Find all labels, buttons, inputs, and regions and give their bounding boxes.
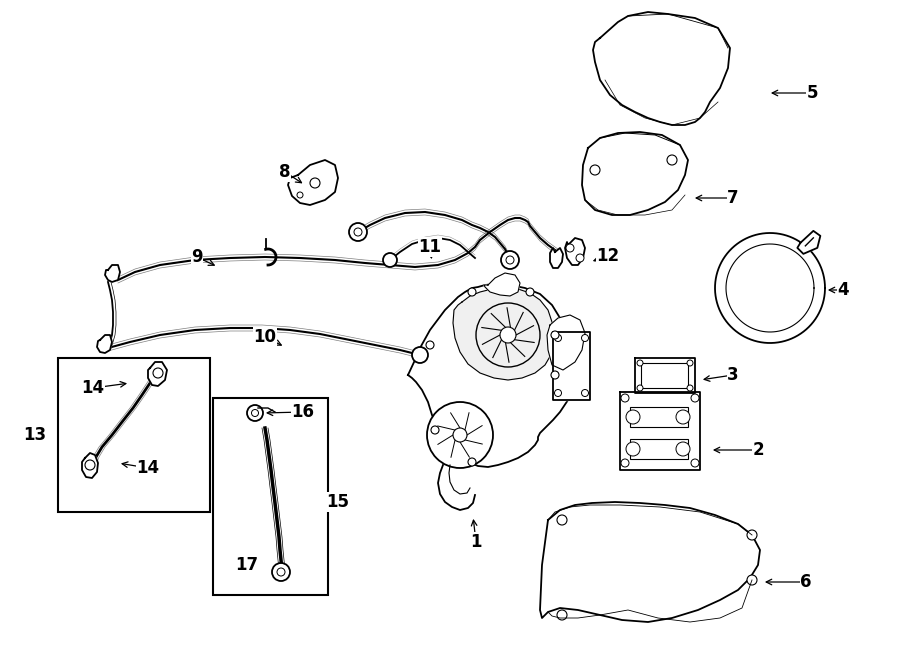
Circle shape: [272, 563, 290, 581]
Text: 3: 3: [727, 366, 739, 384]
Bar: [58, 358, 210, 512]
Circle shape: [626, 410, 640, 424]
Circle shape: [554, 389, 562, 397]
Circle shape: [426, 341, 434, 349]
Circle shape: [621, 459, 629, 467]
Polygon shape: [726, 244, 814, 332]
Circle shape: [590, 165, 600, 175]
Text: 5: 5: [806, 84, 818, 102]
Polygon shape: [553, 332, 590, 400]
Circle shape: [676, 410, 690, 424]
Circle shape: [500, 327, 516, 343]
Text: 10: 10: [254, 328, 276, 346]
Circle shape: [501, 251, 519, 269]
Polygon shape: [550, 248, 563, 268]
Circle shape: [453, 428, 467, 442]
Polygon shape: [565, 238, 585, 265]
Circle shape: [297, 192, 303, 198]
Circle shape: [687, 385, 693, 391]
Text: 14: 14: [81, 379, 104, 397]
Circle shape: [691, 394, 699, 402]
Text: 7: 7: [727, 189, 739, 207]
Text: 4: 4: [837, 281, 849, 299]
Circle shape: [581, 334, 589, 342]
Polygon shape: [635, 358, 695, 393]
Polygon shape: [582, 132, 688, 215]
Polygon shape: [97, 335, 112, 353]
Circle shape: [251, 410, 258, 416]
Circle shape: [687, 360, 693, 366]
Circle shape: [468, 458, 476, 466]
Circle shape: [427, 402, 493, 468]
Circle shape: [557, 610, 567, 620]
Polygon shape: [453, 288, 553, 380]
Text: 16: 16: [292, 403, 314, 421]
Polygon shape: [620, 392, 700, 470]
Circle shape: [581, 389, 589, 397]
Circle shape: [247, 405, 263, 421]
Bar: [641, 363, 688, 388]
Circle shape: [526, 288, 534, 296]
Polygon shape: [540, 502, 760, 622]
Bar: [630, 439, 688, 459]
Circle shape: [349, 223, 367, 241]
Circle shape: [747, 530, 757, 540]
Circle shape: [566, 244, 574, 252]
Circle shape: [277, 568, 285, 576]
Circle shape: [554, 334, 562, 342]
Circle shape: [551, 371, 559, 379]
Circle shape: [626, 442, 640, 456]
Bar: [630, 407, 688, 427]
Circle shape: [468, 288, 476, 296]
Text: 12: 12: [597, 247, 619, 265]
Text: 14: 14: [137, 459, 159, 477]
Circle shape: [383, 253, 397, 267]
Polygon shape: [408, 284, 575, 467]
Text: 6: 6: [800, 573, 812, 591]
Circle shape: [153, 368, 163, 378]
Circle shape: [576, 254, 584, 262]
Polygon shape: [593, 12, 730, 125]
Text: 9: 9: [191, 248, 202, 266]
Text: 13: 13: [23, 426, 47, 444]
Circle shape: [557, 515, 567, 525]
Text: 17: 17: [236, 556, 258, 574]
Polygon shape: [148, 362, 167, 386]
Circle shape: [551, 331, 559, 339]
Polygon shape: [715, 233, 825, 343]
Circle shape: [637, 360, 643, 366]
Text: 2: 2: [752, 441, 764, 459]
Circle shape: [506, 256, 514, 264]
Circle shape: [621, 394, 629, 402]
Circle shape: [85, 460, 95, 470]
Text: 15: 15: [327, 493, 349, 511]
Circle shape: [310, 178, 320, 188]
Polygon shape: [547, 315, 585, 370]
Polygon shape: [288, 160, 338, 205]
Circle shape: [637, 385, 643, 391]
Text: 11: 11: [418, 238, 442, 256]
Text: 1: 1: [471, 533, 482, 551]
Polygon shape: [82, 453, 98, 478]
Bar: [213, 398, 328, 595]
Text: 8: 8: [279, 163, 291, 181]
Circle shape: [667, 155, 677, 165]
Circle shape: [691, 459, 699, 467]
Polygon shape: [484, 273, 520, 296]
Polygon shape: [797, 231, 821, 254]
Polygon shape: [105, 265, 120, 282]
Circle shape: [676, 442, 690, 456]
Circle shape: [747, 575, 757, 585]
Circle shape: [431, 426, 439, 434]
Circle shape: [354, 228, 362, 236]
Circle shape: [412, 347, 428, 363]
